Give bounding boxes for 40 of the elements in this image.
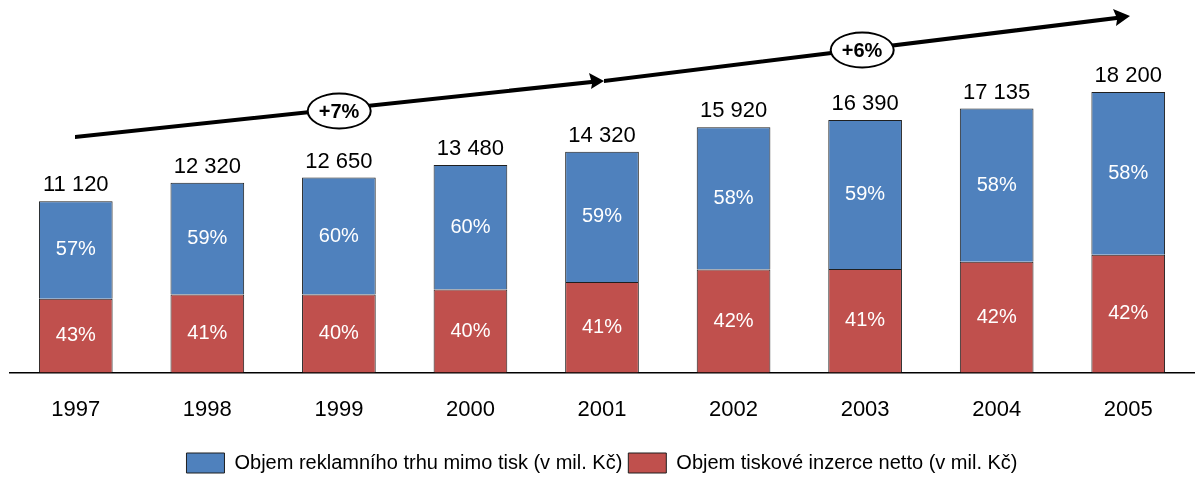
annotation: 12 650 bbox=[305, 147, 373, 173]
annotation: +7% bbox=[306, 92, 372, 130]
annotation: 43% bbox=[55, 323, 97, 346]
annotation: 17 135 bbox=[963, 78, 1031, 104]
x-tick-label: 2004 bbox=[972, 395, 1022, 421]
x-tick-label: 2002 bbox=[709, 395, 759, 421]
annotation: 15 920 bbox=[699, 97, 768, 123]
x-tick-label: 2000 bbox=[445, 395, 495, 421]
x-tick-label: 2005 bbox=[1103, 395, 1153, 421]
annotation: 14 320 bbox=[568, 121, 636, 147]
annotation: 42% bbox=[713, 308, 754, 331]
annotation: 41% bbox=[845, 308, 886, 331]
annotation: 59% bbox=[845, 182, 886, 205]
annotation: 60% bbox=[318, 223, 360, 246]
annotation: 13 480 bbox=[436, 135, 505, 161]
annotation: 59% bbox=[581, 204, 623, 227]
annotation: 40% bbox=[450, 318, 491, 341]
annotation: 42% bbox=[1108, 301, 1149, 324]
annotation: 60% bbox=[450, 214, 491, 237]
annotation: 42% bbox=[976, 304, 1017, 327]
annotation: 12 320 bbox=[173, 152, 241, 178]
annotation: 57% bbox=[55, 237, 97, 260]
annotation: 11 120 bbox=[42, 171, 109, 197]
x-tick-label: 2003 bbox=[840, 395, 890, 421]
x-tick-label: 2001 bbox=[577, 395, 627, 421]
annotation: 58% bbox=[1108, 160, 1149, 183]
annotation: 58% bbox=[713, 186, 754, 208]
legend-label: Objem tiskové inzerce netto (v mil. Kč) bbox=[676, 450, 1018, 473]
annotation: 41% bbox=[187, 321, 228, 344]
x-tick-label: 1997 bbox=[51, 395, 101, 421]
annotation: 16 390 bbox=[831, 90, 899, 116]
annotation: 40% bbox=[318, 321, 360, 344]
annotation: 59% bbox=[187, 226, 228, 249]
text: +6% bbox=[829, 31, 895, 69]
legend-label: Objem reklamního trhu mimo tisk (v mil. Kč) bbox=[234, 450, 623, 473]
x-tick-label: 1998 bbox=[182, 395, 232, 421]
x-tick-label: 1999 bbox=[314, 395, 364, 421]
annotation: 41% bbox=[581, 314, 623, 337]
annotation: 18 200 bbox=[1094, 62, 1162, 88]
annotation: 58% bbox=[976, 172, 1017, 195]
